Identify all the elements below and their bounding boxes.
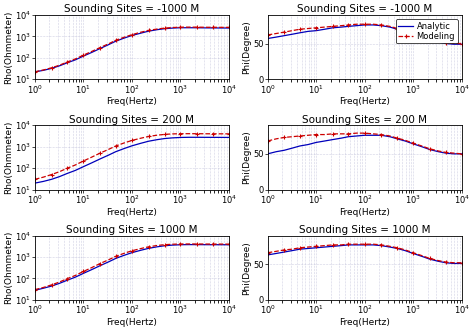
Legend: Analytic, Modeling: Analytic, Modeling	[396, 19, 457, 43]
Title: Sounding Sites = 1000 M: Sounding Sites = 1000 M	[66, 225, 198, 235]
Title: Sounding Sites = 200 M: Sounding Sites = 200 M	[69, 115, 194, 124]
Title: Sounding Sites = 1000 M: Sounding Sites = 1000 M	[299, 225, 430, 235]
X-axis label: Freq(Hertz): Freq(Hertz)	[339, 318, 390, 327]
X-axis label: Freq(Hertz): Freq(Hertz)	[339, 97, 390, 106]
Y-axis label: Phi(Degree): Phi(Degree)	[243, 130, 252, 184]
X-axis label: Freq(Hertz): Freq(Hertz)	[107, 318, 157, 327]
Y-axis label: Rho(Ohmmeter): Rho(Ohmmeter)	[4, 10, 13, 84]
X-axis label: Freq(Hertz): Freq(Hertz)	[339, 208, 390, 216]
Y-axis label: Rho(Ohmmeter): Rho(Ohmmeter)	[4, 231, 13, 305]
X-axis label: Freq(Hertz): Freq(Hertz)	[107, 208, 157, 216]
Title: Sounding Sites = -1000 M: Sounding Sites = -1000 M	[64, 4, 200, 14]
Title: Sounding Sites = -1000 M: Sounding Sites = -1000 M	[297, 4, 432, 14]
Title: Sounding Sites = 200 M: Sounding Sites = 200 M	[302, 115, 427, 124]
Y-axis label: Phi(Degree): Phi(Degree)	[243, 241, 252, 295]
Y-axis label: Rho(Ohmmeter): Rho(Ohmmeter)	[4, 121, 13, 194]
X-axis label: Freq(Hertz): Freq(Hertz)	[107, 97, 157, 106]
Y-axis label: Phi(Degree): Phi(Degree)	[243, 20, 252, 74]
